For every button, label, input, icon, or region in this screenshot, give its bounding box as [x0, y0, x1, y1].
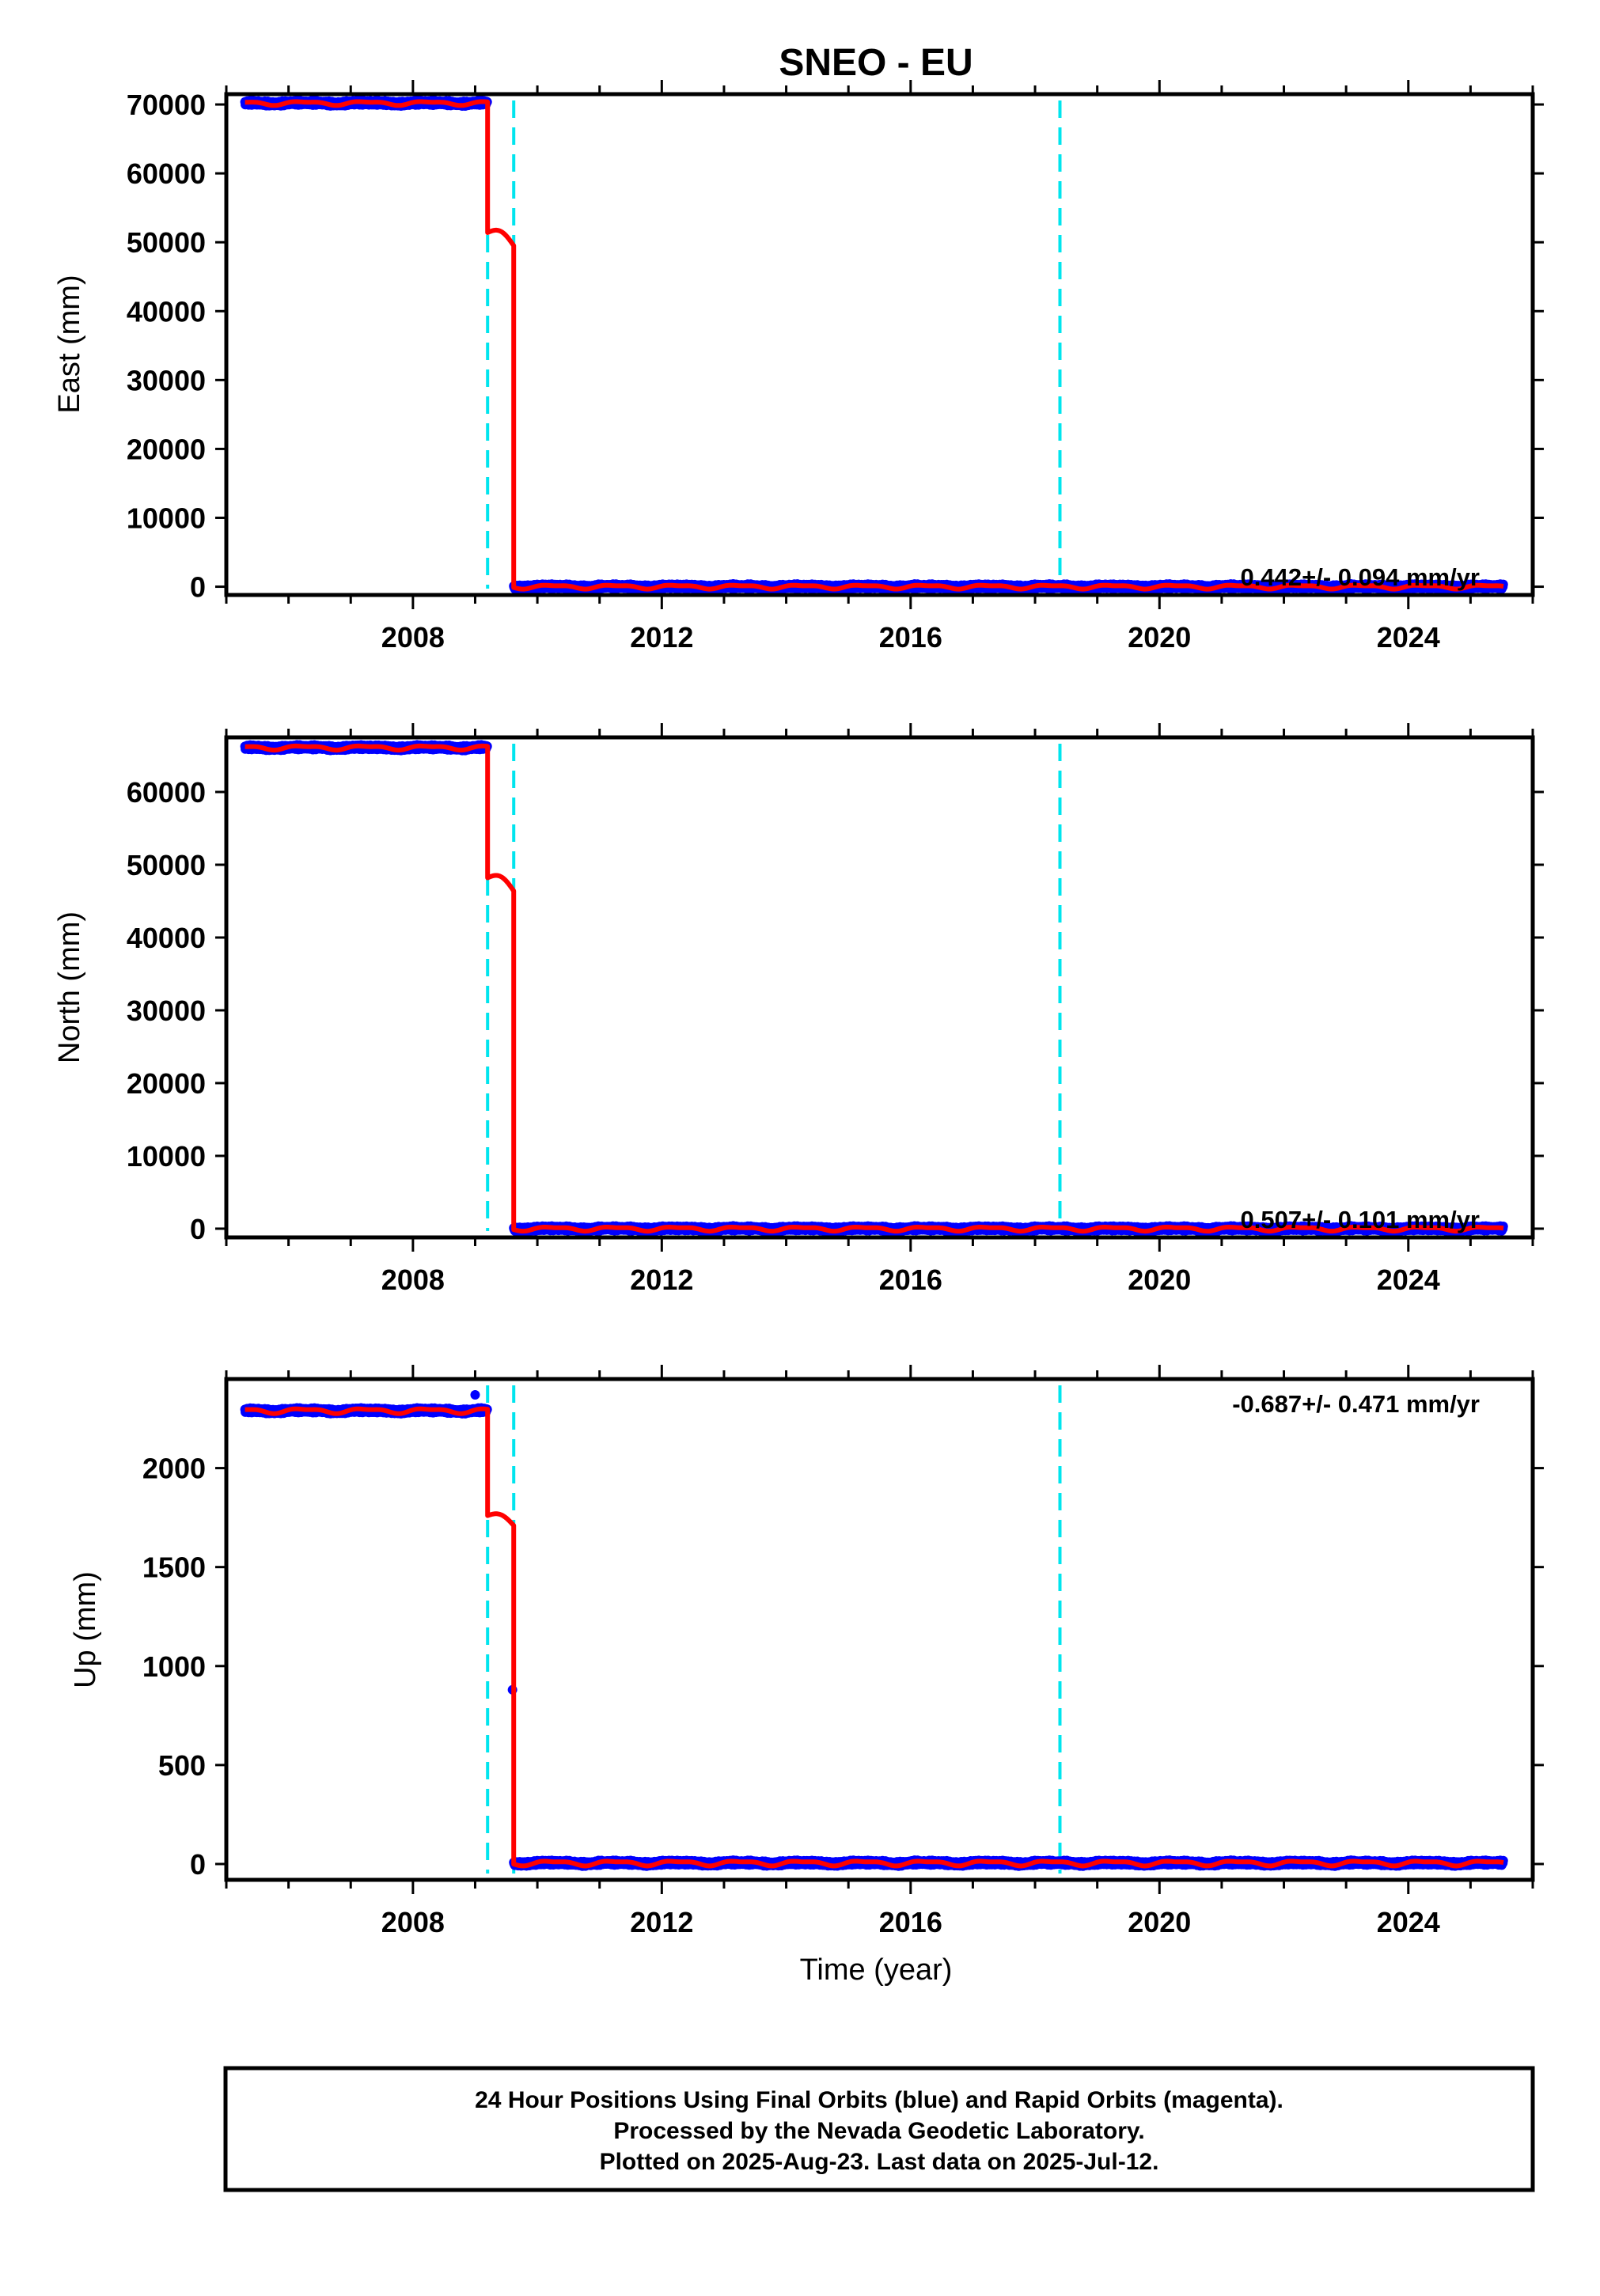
y-tick-label: 60000 — [127, 157, 206, 190]
y-tick-label: 30000 — [127, 364, 206, 396]
rate-label: 0.442+/- 0.094 mm/yr — [1241, 563, 1480, 591]
y-tick-label: 50000 — [127, 226, 206, 259]
plot-area-north — [240, 740, 1508, 1237]
y-axis-label: East (mm) — [53, 275, 86, 413]
model-line-east — [243, 99, 1504, 592]
y-tick-label: 10000 — [127, 502, 206, 534]
x-tick-label: 2008 — [381, 621, 445, 654]
x-tick-label: 2016 — [879, 621, 942, 654]
chart-title: SNEO - EU — [779, 42, 973, 84]
data-points-east — [240, 95, 1508, 595]
y-tick-label: 20000 — [127, 433, 206, 465]
x-tick-label: 2012 — [630, 621, 693, 654]
x-tick-label: 2024 — [1377, 621, 1440, 654]
y-tick-label: 40000 — [127, 295, 206, 328]
frame-east — [224, 92, 1535, 597]
y-tick-label: 70000 — [127, 89, 206, 121]
y-tick-label: 0 — [190, 571, 206, 604]
plot-area-east — [240, 95, 1508, 595]
x-tick-label: 2020 — [1128, 621, 1191, 654]
panel-east: 0 10000 20000 30000 40000 50000 60000 70000 2008… — [53, 80, 1544, 654]
data-points-north — [240, 740, 1508, 1237]
